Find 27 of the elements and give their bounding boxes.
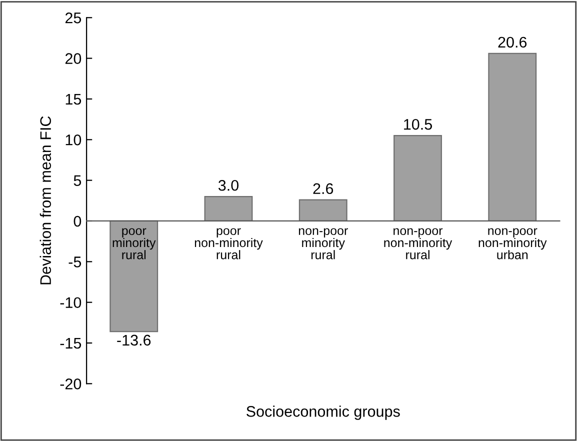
x-tick-label: poor non-minority rural (194, 228, 263, 260)
y-tick-label: -10 (60, 297, 82, 308)
y-tick-label: 20 (65, 53, 82, 64)
y-tick-label: -5 (68, 256, 82, 268)
data-label: 10.5 (404, 118, 432, 130)
bar (488, 52, 537, 222)
data-label: 20.6 (498, 36, 527, 48)
bar (110, 220, 158, 332)
x-tick-label: non-poor non-minority urban (478, 228, 547, 260)
data-label: 3.0 (218, 180, 239, 191)
data-label: -13.6 (117, 334, 151, 346)
y-tick-label: -15 (60, 338, 82, 349)
x-tick-label: poor minority rural (112, 228, 156, 260)
y-tick-label: 0 (74, 216, 82, 227)
y-tick-label: 15 (66, 94, 82, 105)
y-tick-label: 10 (66, 134, 82, 146)
bar (298, 199, 348, 222)
x-tick-label: non-poor minority rural (298, 228, 348, 260)
bar (204, 196, 253, 222)
x-axis-title: Socioeconomic groups (246, 406, 400, 420)
y-tick-label: 25 (65, 12, 82, 24)
data-label: 2.6 (313, 183, 334, 194)
y-axis-title: Deviation from mean FIC (40, 116, 52, 284)
bar (394, 135, 442, 222)
y-tick-label: 5 (74, 175, 82, 186)
y-tick-label: -20 (60, 378, 82, 390)
x-tick-label: non-poor non-minority rural (384, 228, 452, 260)
